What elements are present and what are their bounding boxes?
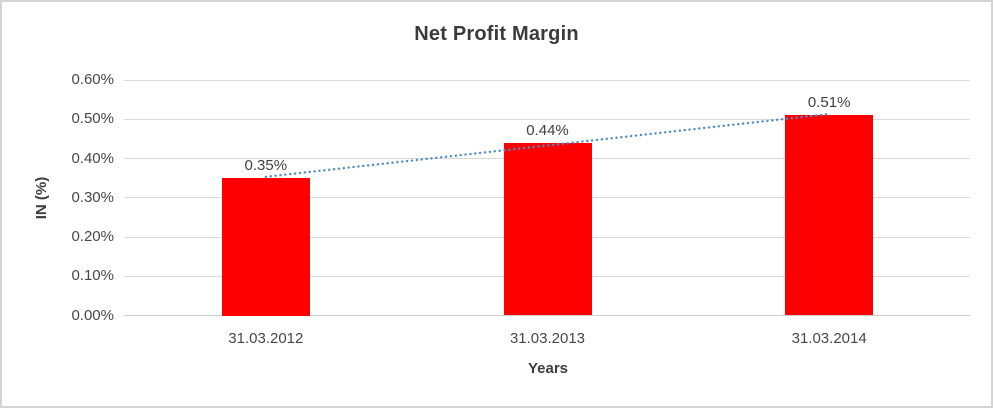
x-axis-title: Years bbox=[527, 360, 569, 377]
y-tick-label: 0.50% bbox=[71, 110, 114, 128]
bar bbox=[503, 142, 592, 316]
y-tick-label: 0.40% bbox=[71, 149, 114, 167]
y-tick-label: 0.30% bbox=[71, 188, 114, 206]
y-tick-label: 0.60% bbox=[71, 71, 114, 88]
bar-value-label: 0.44% bbox=[526, 121, 569, 139]
x-category-label: 31.03.2013 bbox=[509, 330, 586, 347]
bar bbox=[221, 178, 310, 316]
x-category-label: 31.03.2014 bbox=[791, 330, 867, 347]
bar-value-label: 0.51% bbox=[807, 94, 851, 112]
bar bbox=[785, 115, 874, 316]
gridline bbox=[124, 79, 970, 81]
x-axis-line bbox=[124, 315, 970, 316]
y-tick-label: 0.20% bbox=[71, 228, 114, 245]
chart-title: Net Profit Margin bbox=[414, 23, 579, 45]
x-category-label: 31.03.2012 bbox=[228, 330, 304, 347]
bar-value-label: 0.35% bbox=[244, 157, 288, 175]
y-tick-label: 0.00% bbox=[71, 306, 114, 324]
y-tick-label: 0.10% bbox=[71, 267, 114, 285]
